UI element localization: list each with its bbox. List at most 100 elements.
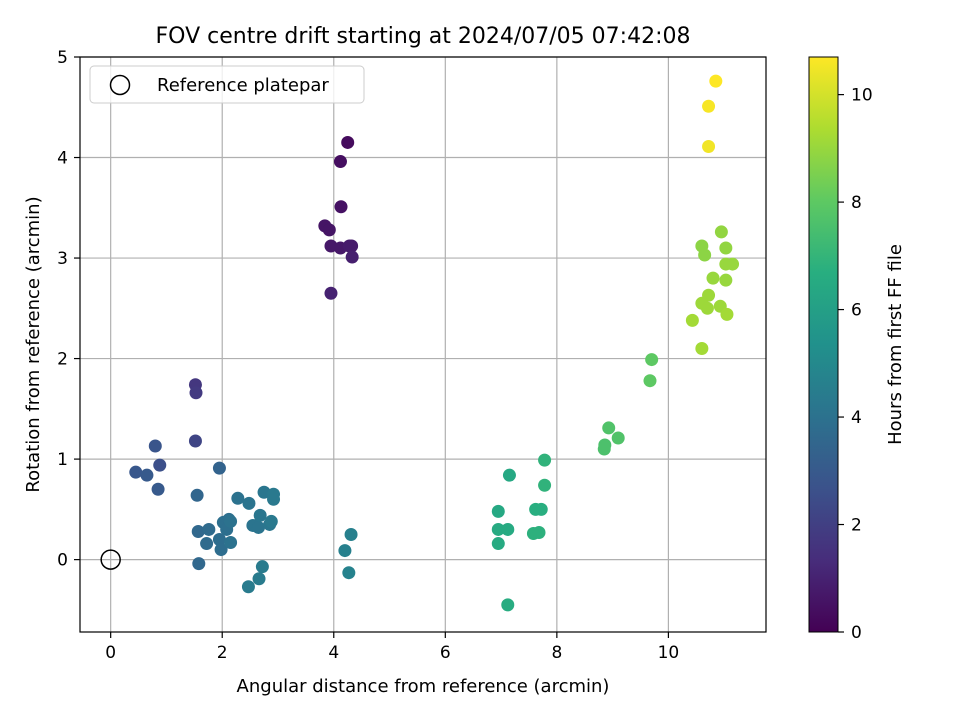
data-point	[242, 496, 256, 510]
data-point	[253, 508, 267, 522]
data-point	[698, 248, 712, 262]
data-point	[719, 273, 733, 287]
data-point	[726, 257, 740, 271]
chart-title: FOV centre drift starting at 2024/07/05 …	[156, 24, 691, 49]
data-point	[252, 572, 266, 586]
colorbar-tick-label: 2	[851, 516, 862, 536]
data-point	[709, 74, 723, 88]
colorbar	[809, 57, 838, 632]
data-point	[598, 438, 612, 452]
y-tick-label: 2	[57, 350, 68, 370]
grid-lines	[80, 56, 766, 632]
data-point	[491, 537, 505, 551]
x-tick-label: 6	[440, 643, 451, 663]
data-point	[714, 225, 728, 239]
x-tick-label: 2	[217, 643, 228, 663]
data-point	[322, 223, 336, 237]
colorbar-ticks: 0 2 4 6 8 10	[838, 86, 873, 643]
data-point	[241, 580, 255, 594]
data-point	[645, 353, 659, 367]
data-point	[190, 488, 204, 502]
data-point	[602, 421, 616, 435]
data-point	[501, 598, 515, 612]
data-point	[224, 536, 238, 550]
legend-box	[89, 65, 365, 104]
data-point	[534, 502, 548, 516]
data-point	[214, 543, 228, 557]
x-tick-label: 4	[328, 643, 339, 663]
data-point	[264, 514, 278, 528]
data-point	[345, 250, 359, 264]
data-point	[192, 557, 206, 571]
x-axis-label: Angular distance from reference (arcmin)	[237, 676, 610, 697]
data-point	[255, 560, 269, 574]
data-point	[700, 301, 714, 315]
data-point	[719, 241, 733, 255]
data-point	[333, 155, 347, 169]
y-axis-label: Rotation from reference (arcmin)	[23, 196, 44, 492]
data-point	[702, 99, 716, 113]
y-tick-label: 0	[57, 551, 68, 571]
data-point	[538, 453, 552, 467]
data-point	[501, 522, 515, 536]
data-point	[153, 458, 167, 472]
data-point	[202, 522, 216, 536]
colorbar-frame	[808, 56, 839, 633]
data-point	[140, 468, 154, 482]
y-tick-label: 3	[57, 249, 68, 269]
data-points	[100, 74, 740, 612]
data-point	[224, 514, 238, 528]
y-axis-ticks: 0 1 2 3 4 5	[57, 48, 80, 571]
data-point	[502, 468, 516, 482]
data-point	[338, 544, 352, 558]
data-point	[538, 478, 552, 492]
data-point	[324, 286, 338, 300]
colorbar-tick-label: 10	[851, 86, 873, 106]
data-point	[345, 239, 359, 253]
y-tick-label: 1	[57, 450, 68, 470]
data-point	[188, 434, 202, 448]
data-point	[706, 271, 720, 285]
data-point	[341, 135, 355, 149]
data-point	[334, 200, 348, 214]
x-axis-ticks: 0 2 4 6 8 10	[105, 632, 679, 663]
colorbar-tick-label: 0	[851, 623, 862, 643]
data-point	[344, 527, 358, 541]
data-point	[267, 492, 281, 506]
legend-entry-reference-platepar: Reference platepar	[157, 75, 329, 96]
data-point	[491, 504, 505, 518]
data-point	[200, 537, 214, 551]
data-point	[491, 522, 505, 536]
data-point	[191, 524, 205, 538]
colorbar-tick-label: 8	[851, 193, 862, 213]
data-point	[695, 342, 709, 356]
colorbar-tick-label: 4	[851, 408, 862, 428]
x-tick-label: 10	[658, 643, 680, 663]
y-tick-label: 5	[57, 48, 68, 68]
legend: Reference platepar	[89, 65, 365, 104]
y-tick-label: 4	[57, 149, 68, 169]
plot-frame	[79, 56, 767, 633]
data-point	[702, 139, 716, 153]
data-point	[342, 566, 356, 580]
reference-platepar-marker	[100, 549, 121, 570]
x-tick-label: 8	[551, 643, 562, 663]
data-point	[611, 431, 625, 445]
data-point	[231, 491, 245, 505]
colorbar-tick-label: 6	[851, 301, 862, 321]
data-point	[129, 465, 143, 479]
x-tick-label: 0	[105, 643, 116, 663]
data-point	[151, 482, 165, 496]
data-point	[643, 374, 657, 388]
data-point	[212, 533, 226, 547]
data-point	[720, 307, 734, 321]
data-point	[212, 461, 226, 475]
data-point	[532, 525, 546, 539]
data-point	[685, 313, 699, 327]
colorbar-label: Hours from first FF file	[885, 244, 906, 445]
data-point	[189, 386, 203, 400]
data-point	[251, 520, 265, 534]
